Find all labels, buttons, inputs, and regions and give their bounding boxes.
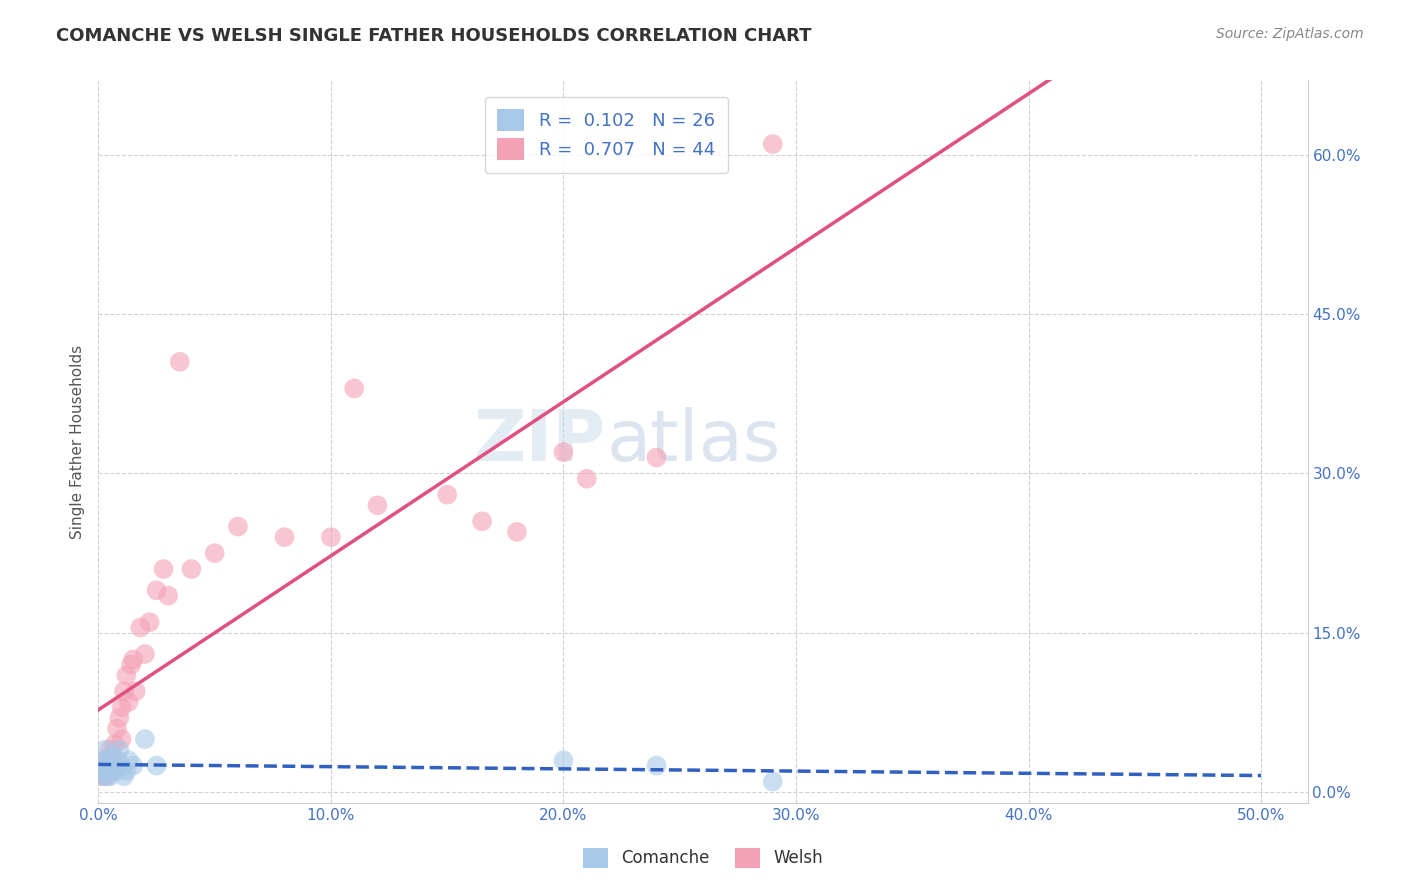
Point bbox=[180, 562, 202, 576]
Point bbox=[273, 530, 295, 544]
Point bbox=[91, 758, 114, 772]
Point bbox=[111, 758, 134, 772]
Point bbox=[129, 620, 152, 634]
Point bbox=[506, 524, 529, 539]
Point bbox=[471, 514, 494, 528]
Point bbox=[101, 747, 124, 762]
Point bbox=[575, 472, 598, 486]
Text: ZIP: ZIP bbox=[474, 407, 606, 476]
Point bbox=[98, 742, 121, 756]
Point bbox=[111, 732, 134, 747]
Point bbox=[101, 764, 124, 778]
Point bbox=[98, 753, 121, 767]
Point bbox=[124, 684, 146, 698]
Point bbox=[343, 381, 366, 395]
Point bbox=[97, 758, 120, 772]
Point bbox=[122, 652, 145, 666]
Point bbox=[226, 519, 249, 533]
Text: COMANCHE VS WELSH SINGLE FATHER HOUSEHOLDS CORRELATION CHART: COMANCHE VS WELSH SINGLE FATHER HOUSEHOL… bbox=[56, 27, 811, 45]
Point bbox=[97, 764, 120, 778]
Point bbox=[97, 758, 120, 772]
Point bbox=[91, 764, 114, 778]
Y-axis label: Single Father Households: Single Father Households bbox=[69, 344, 84, 539]
Point bbox=[120, 657, 142, 672]
Point bbox=[152, 562, 174, 576]
Point bbox=[111, 700, 134, 714]
Point bbox=[90, 758, 112, 772]
Point bbox=[134, 647, 156, 661]
Point bbox=[157, 589, 180, 603]
Point bbox=[97, 769, 120, 783]
Point bbox=[138, 615, 160, 630]
Point bbox=[762, 136, 785, 151]
Point bbox=[91, 753, 114, 767]
Point bbox=[98, 753, 121, 767]
Point bbox=[645, 758, 668, 772]
Text: atlas: atlas bbox=[606, 407, 780, 476]
Point bbox=[169, 355, 191, 369]
Point bbox=[104, 737, 127, 751]
Point bbox=[436, 488, 458, 502]
Point bbox=[366, 498, 388, 512]
Point bbox=[115, 764, 138, 778]
Point bbox=[645, 450, 668, 465]
Point bbox=[94, 764, 117, 778]
Point bbox=[145, 583, 167, 598]
Point bbox=[94, 742, 117, 756]
Point bbox=[94, 753, 117, 767]
Point bbox=[112, 769, 135, 783]
Point bbox=[105, 722, 128, 736]
Point bbox=[91, 769, 114, 783]
Point bbox=[122, 758, 145, 772]
Point bbox=[105, 753, 128, 767]
Point bbox=[104, 758, 127, 772]
Point bbox=[87, 764, 110, 778]
Point bbox=[553, 753, 575, 767]
Point bbox=[98, 769, 121, 783]
Point bbox=[112, 684, 135, 698]
Legend: Comanche, Welsh: Comanche, Welsh bbox=[576, 841, 830, 875]
Point bbox=[204, 546, 226, 560]
Point bbox=[87, 764, 110, 778]
Point bbox=[90, 769, 112, 783]
Point bbox=[134, 732, 156, 747]
Point bbox=[108, 742, 131, 756]
Point bbox=[105, 764, 128, 778]
Point bbox=[553, 445, 575, 459]
Point bbox=[101, 747, 124, 762]
Point bbox=[118, 695, 141, 709]
Point bbox=[115, 668, 138, 682]
Point bbox=[319, 530, 342, 544]
Point bbox=[101, 764, 124, 778]
Point bbox=[108, 711, 131, 725]
Legend: R =  0.102   N = 26, R =  0.707   N = 44: R = 0.102 N = 26, R = 0.707 N = 44 bbox=[485, 96, 728, 173]
Point bbox=[762, 774, 785, 789]
Text: Source: ZipAtlas.com: Source: ZipAtlas.com bbox=[1216, 27, 1364, 41]
Point bbox=[145, 758, 167, 772]
Point bbox=[118, 753, 141, 767]
Point bbox=[94, 769, 117, 783]
